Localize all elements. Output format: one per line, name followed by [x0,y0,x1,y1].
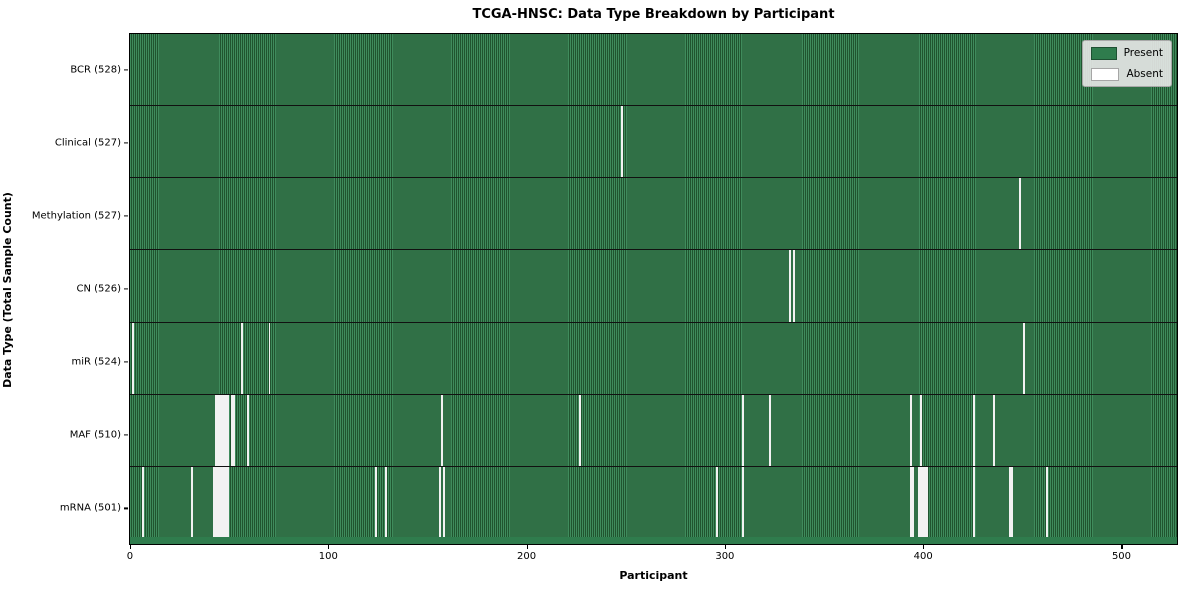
absent-mark-miR-56 [240,322,243,394]
x-tick-mark-100 [328,545,330,549]
chart-title: TCGA-HNSC: Data Type Breakdown by Partic… [472,7,835,22]
absent-mark-MAF-43 [215,394,218,466]
y-tick-mark-mRNA [124,507,128,510]
absent-mark-mRNA-158 [442,466,445,538]
y-tick-label-MAF: MAF (510) [69,429,121,441]
absent-mark-mRNA-296 [715,466,718,538]
y-tick-mark-miR [124,361,128,363]
y-tick-mark-Clinical [124,142,128,144]
absent-mark-mRNA-46 [221,466,223,538]
absent-mark-mRNA-394 [909,466,912,538]
absent-mark-mRNA-395 [911,466,914,538]
absent-mark-mRNA-49 [227,466,229,538]
x-tick-label-200: 200 [517,551,537,562]
x-tick-mark-400 [923,545,925,549]
absent-mark-mRNA-124 [375,466,378,538]
absent-mark-Clinical-248 [620,106,623,178]
heatmap-row-CN [130,250,1177,323]
absent-mark-CN-333 [789,250,791,322]
heatmap-row-BCR [130,34,1177,107]
absent-mark-mRNA-43 [215,466,218,538]
y-tick-label-mRNA: mRNA (501) [59,502,121,514]
absent-mark-Methylation-449 [1018,178,1021,250]
absent-mark-MAF-59 [246,394,249,466]
legend: Present Absent [1082,40,1172,87]
y-tick-mark-MAF [124,434,128,436]
absent-mark-mRNA-129 [385,466,388,538]
absent-mark-MAF-394 [909,394,912,466]
absent-mark-mRNA-45 [219,466,221,538]
x-tick-mark-200 [526,545,528,549]
absent-mark-mRNA-48 [225,466,227,538]
absent-mark-MAF-309 [741,394,744,466]
absent-mark-mRNA-398 [917,466,920,538]
absent-mark-MAF-426 [973,394,976,466]
absent-mark-mRNA-463 [1046,466,1049,538]
absent-mark-mRNA-44 [217,466,219,538]
x-tick-label-400: 400 [913,551,933,562]
heatmap-row-Clinical [130,106,1177,179]
absent-mark-mRNA-31 [191,466,194,538]
y-tick-label-miR: miR (524) [71,356,121,368]
x-axis-label: Participant [619,569,688,582]
heatmap-row-miR [130,322,1177,395]
heatmap-row-Methylation [130,178,1177,251]
absent-mark-mRNA-402 [925,466,928,538]
absent-mark-MAF-157 [440,394,443,466]
absent-mark-mRNA-400 [921,466,924,538]
absent-mark-mRNA-6 [141,466,144,538]
absent-mark-MAF-47 [223,394,225,466]
x-tick-label-0: 0 [126,551,134,562]
legend-entry-present: Present [1091,47,1163,60]
absent-mark-MAF-44 [217,394,219,466]
absent-mark-mRNA-309 [741,466,744,538]
absent-mark-mRNA-42 [213,466,216,538]
legend-entry-absent: Absent [1091,68,1163,81]
y-tick-label-Clinical: Clinical (527) [54,137,121,149]
absent-mark-MAF-227 [579,394,582,466]
y-tick-mark-BCR [124,68,128,71]
absent-swatch-icon [1091,68,1120,81]
absent-mark-mRNA-401 [923,466,926,538]
absent-mark-MAF-48 [225,394,227,466]
absent-mark-mRNA-399 [919,466,922,538]
absent-mark-MAF-49 [227,394,229,466]
absent-mark-MAF-52 [232,394,235,466]
x-tick-label-100: 100 [318,551,338,562]
x-tick-label-500: 500 [1111,551,1132,562]
absent-mark-MAF-399 [919,394,922,466]
absent-mark-MAF-323 [769,394,772,466]
y-tick-mark-CN [124,288,128,290]
heatmap-plot-area [129,33,1178,545]
absent-mark-miR-70 [268,322,271,394]
absent-mark-mRNA-444 [1008,466,1011,538]
y-tick-mark-Methylation [124,215,128,217]
x-tick-mark-500 [1121,545,1123,549]
absent-mark-MAF-46 [221,394,223,466]
heatmap-row-mRNA [130,466,1177,538]
present-swatch-icon [1091,47,1117,60]
absent-mark-mRNA-445 [1010,466,1013,538]
x-tick-mark-0 [129,545,132,549]
y-tick-label-CN: CN (526) [76,283,121,295]
legend-absent-label: Absent [1126,68,1163,81]
legend-present-label: Present [1123,47,1163,60]
absent-mark-CN-335 [793,250,795,322]
y-tick-label-Methylation: Methylation (527) [31,210,121,222]
absent-mark-mRNA-426 [973,466,976,538]
absent-mark-miR-1 [132,322,134,394]
absent-mark-mRNA-47 [223,466,225,538]
y-tick-label-BCR: BCR (528) [70,64,121,76]
absent-mark-MAF-51 [230,394,233,466]
x-tick-label-300: 300 [715,551,735,562]
absent-mark-MAF-45 [219,394,221,466]
x-tick-mark-300 [724,545,727,549]
absent-mark-mRNA-156 [438,466,441,538]
absent-mark-miR-451 [1022,322,1025,394]
absent-mark-MAF-436 [992,394,995,466]
heatmap-row-MAF [130,394,1177,467]
